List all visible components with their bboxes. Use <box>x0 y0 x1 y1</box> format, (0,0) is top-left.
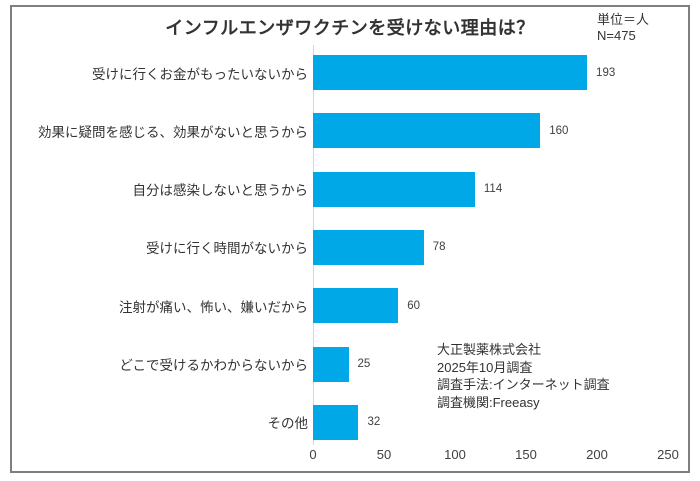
bar <box>313 346 349 382</box>
x-tick-label: 250 <box>657 447 679 462</box>
category-label: 効果に疑問を感じる、効果がないと思うから <box>38 124 308 140</box>
value-label: 60 <box>407 299 420 312</box>
value-label: 25 <box>357 358 371 370</box>
bar <box>313 113 541 149</box>
bar-row: 自分は感染しないと思うから 114 <box>0 171 700 207</box>
sample-size-label: N=475 <box>597 28 636 43</box>
bar <box>313 288 399 324</box>
annotation-line: 調査機関:Freeasy <box>437 394 540 410</box>
bar <box>313 404 359 440</box>
bar-row: 注射が痛い、怖い、嫌いだから 60 <box>0 288 700 324</box>
annotation-line: 大正製薬株式会社 <box>437 342 542 357</box>
bar-row: 受けに行くお金がもったいないから 193 <box>0 55 700 90</box>
x-tick-label: 100 <box>444 447 466 462</box>
category-label: 受けに行くお金がもったいないから <box>92 66 308 82</box>
x-tick-label: 200 <box>586 447 608 462</box>
bar-row: どこで受けるかわからないから 25 <box>0 346 700 382</box>
survey-source-annotation: 大正製薬株式会社 2025年10月調査調査手法:インターネット調査 調査機関:Fre… <box>437 341 610 411</box>
annotation-line: 2025年10月調査 <box>437 359 533 375</box>
category-label: その他 <box>267 416 309 432</box>
category-label: 注射が痛い、怖い、嫌いだから <box>119 299 308 315</box>
category-label: どこで受けるかわからないから <box>119 358 308 373</box>
category-label: 自分は感染しないと思うから <box>132 183 309 199</box>
bar-row: 効果に疑問を感じる、効果がないと思うから 160 <box>0 113 700 149</box>
value-label: 114 <box>483 183 503 196</box>
value-label: 160 <box>549 124 569 137</box>
x-axis: 0 50 100 150 200 250 <box>0 447 700 463</box>
x-tick-label: 150 <box>515 447 537 462</box>
category-label: 受けに行く時間がないから <box>146 241 308 257</box>
bar <box>313 229 424 265</box>
annotation-line: 調査手法:インターネット調査 <box>437 377 610 392</box>
value-label: 32 <box>367 416 381 429</box>
unit-note: 単位＝人 N=475 <box>597 12 649 44</box>
x-tick-label: 0 <box>309 447 317 462</box>
chart-title: インフルエンザワクチンを受けない理由は？ <box>165 18 535 38</box>
unit-label: 単位＝人 <box>597 12 650 27</box>
bar-row: 受けに行く時間がないから 78 <box>0 229 700 265</box>
bar <box>313 171 475 207</box>
bar <box>313 55 588 90</box>
x-tick-label: 50 <box>376 447 392 462</box>
bar-row: その他 32 <box>0 404 700 440</box>
value-label: 78 <box>432 241 446 254</box>
value-label: 193 <box>596 66 616 79</box>
